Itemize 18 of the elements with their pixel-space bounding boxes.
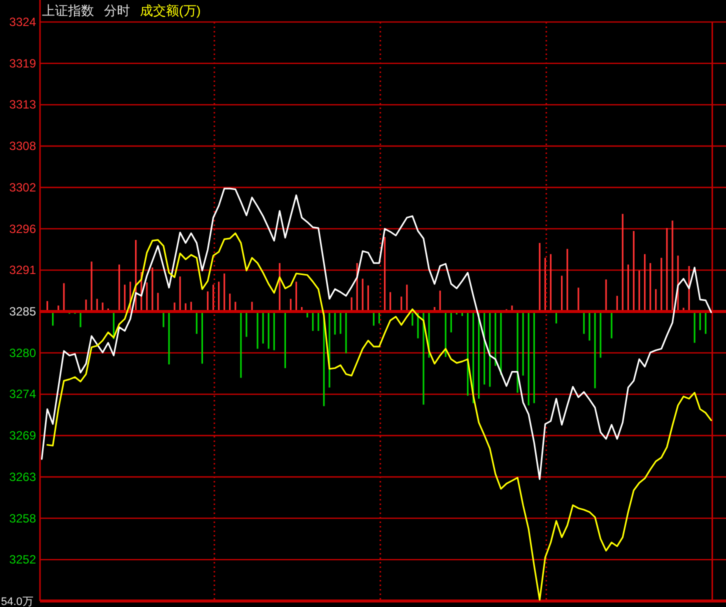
y-tick-label: 3258: [9, 511, 36, 526]
y-tick-label: 3263: [9, 470, 36, 484]
y-tick-label: 3274: [9, 387, 36, 402]
y-tick-label: 3291: [9, 263, 36, 278]
chart-title: 上证指数: [42, 3, 94, 18]
text: 54.0万: [1, 596, 34, 607]
y-tick-label: 3313: [9, 98, 36, 112]
y-tick-label: 3269: [9, 428, 36, 443]
y-tick-label: 3324: [9, 15, 36, 29]
y-tick-label: 3252: [9, 552, 36, 567]
y-tick-label: 3308: [9, 139, 36, 154]
y-tick-label: 3285: [9, 304, 36, 318]
text: 成交额(万): [140, 3, 201, 18]
y-tick-label: 3302: [9, 180, 36, 194]
y-tick-label: 3280: [9, 346, 36, 360]
chart-subtitle: 分时: [104, 3, 130, 18]
y-tick-label: 3319: [9, 56, 36, 70]
y-tick-label: 3296: [9, 222, 36, 236]
